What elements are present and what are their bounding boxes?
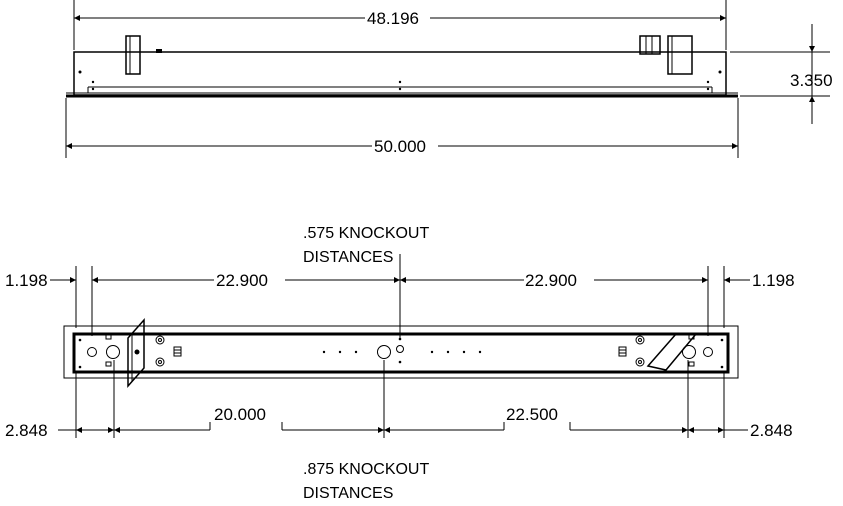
dim-22500-label: 22.500 [506, 405, 558, 424]
dim-20000-label: 20.000 [214, 405, 266, 424]
note-575-knockout-line1: .575 KNOCKOUT [303, 225, 429, 242]
note-875-knockout-line2: DISTANCES [303, 485, 393, 502]
side-elevation-view: 48.196 [65, 0, 833, 158]
dim-50000-label: 50.000 [374, 137, 426, 156]
plan-view: .575 KNOCKOUT DISTANCES 1.198 22.900 22.… [5, 225, 795, 502]
dim-22900-right-label: 22.900 [525, 271, 577, 290]
dim-line-3350 [730, 24, 830, 124]
right-mounting-bracket [639, 35, 693, 75]
dim-1198-right-label: 1.198 [752, 271, 795, 290]
note-575-knockout-line2: DISTANCES [303, 249, 393, 266]
center-knockouts [322, 337, 482, 364]
dim-3350-label: 3.350 [790, 71, 833, 90]
dim-22900-left-label: 22.900 [216, 271, 268, 290]
fixture-housing-plan [72, 332, 730, 374]
note-875-knockout-line1: .875 KNOCKOUT [303, 461, 429, 478]
left-end-features [78, 318, 182, 388]
left-mounting-bracket [125, 35, 166, 75]
dim-1198-left-label: 1.198 [5, 271, 48, 290]
fixture-flange-outline [63, 325, 739, 379]
dim-48196-label: 48.196 [367, 9, 419, 28]
right-end-features [618, 333, 724, 371]
dim-2848-right-label: 2.848 [750, 421, 793, 440]
dim-2848-left-label: 2.848 [5, 421, 48, 440]
